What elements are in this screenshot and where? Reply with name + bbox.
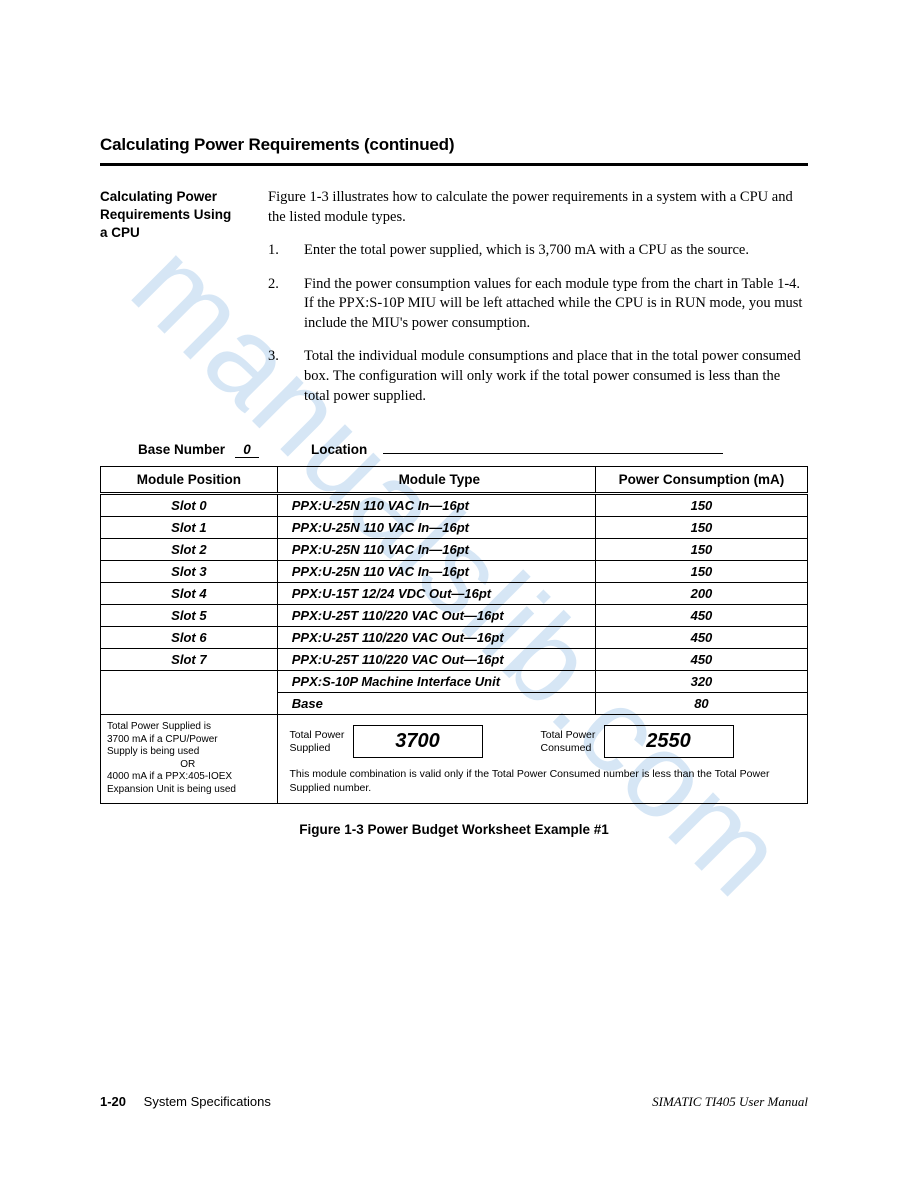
table-row: Slot 1PPX:U-25N 110 VAC In—16pt150 xyxy=(101,517,808,539)
footer-doc-title: SIMATIC TI405 User Manual xyxy=(652,1094,808,1110)
cell-power: 320 xyxy=(595,671,807,693)
note-line: Supply is being used xyxy=(107,746,269,759)
cell-position xyxy=(101,693,278,715)
total-consumed-value: 2550 xyxy=(604,725,734,758)
table-row: Slot 6PPX:U-25T 110/220 VAC Out—16pt450 xyxy=(101,627,808,649)
step-item: 3. Total the individual module consumptio… xyxy=(268,347,808,406)
note-line: Total Power Supplied is xyxy=(107,721,269,734)
base-location-row: Base Number 0 Location xyxy=(100,442,808,458)
step-number: 3. xyxy=(268,347,286,406)
step-number: 2. xyxy=(268,275,286,334)
intro-block: Calculating Power Requirements Using a C… xyxy=(100,188,808,420)
page-footer: 1-20 System Specifications SIMATIC TI405… xyxy=(100,1094,808,1110)
cell-power: 150 xyxy=(595,517,807,539)
cell-type: PPX:U-25N 110 VAC In—16pt xyxy=(277,494,595,517)
supply-note: Total Power Supplied is 3700 mA if a CPU… xyxy=(101,715,278,803)
step-item: 1. Enter the total power supplied, which … xyxy=(268,241,808,261)
header-module-type: Module Type xyxy=(277,467,595,494)
step-number: 1. xyxy=(268,241,286,261)
table-row: Slot 5PPX:U-25T 110/220 VAC Out—16pt450 xyxy=(101,605,808,627)
step-item: 2. Find the power consumption values for … xyxy=(268,275,808,334)
cell-position: Slot 0 xyxy=(101,494,278,517)
footer-left: 1-20 System Specifications xyxy=(100,1094,271,1110)
cell-position: Slot 5 xyxy=(101,605,278,627)
cell-position: Slot 1 xyxy=(101,517,278,539)
table-row: Slot 0PPX:U-25N 110 VAC In—16pt150 xyxy=(101,494,808,517)
steps-list: 1. Enter the total power supplied, which … xyxy=(268,241,808,406)
cell-type: PPX:S-10P Machine Interface Unit xyxy=(277,671,595,693)
note-line: OR xyxy=(107,759,269,772)
totals-row: Total Power Supplied 3700 Total Power Co… xyxy=(290,725,796,758)
cell-power: 450 xyxy=(595,605,807,627)
totals-right: Total Power Supplied 3700 Total Power Co… xyxy=(278,715,808,803)
cell-position: Slot 2 xyxy=(101,539,278,561)
cell-power: 150 xyxy=(595,494,807,517)
location-label: Location xyxy=(311,442,367,457)
footer-section: System Specifications xyxy=(144,1094,271,1109)
cell-position: Slot 4 xyxy=(101,583,278,605)
page-number: 1-20 xyxy=(100,1094,126,1109)
cell-type: PPX:U-25T 110/220 VAC Out—16pt xyxy=(277,627,595,649)
totals-block: Total Power Supplied is 3700 mA if a CPU… xyxy=(100,715,808,804)
table-row: Base80 xyxy=(101,693,808,715)
cell-type: Base xyxy=(277,693,595,715)
figure-caption: Figure 1-3 Power Budget Worksheet Exampl… xyxy=(100,822,808,837)
cell-type: PPX:U-25T 110/220 VAC Out—16pt xyxy=(277,605,595,627)
location-blank-line xyxy=(383,453,723,454)
total-supplied-value: 3700 xyxy=(353,725,483,758)
table-row: Slot 7PPX:U-25T 110/220 VAC Out—16pt450 xyxy=(101,649,808,671)
cell-power: 150 xyxy=(595,539,807,561)
cell-position: Slot 7 xyxy=(101,649,278,671)
base-number-value: 0 xyxy=(235,442,259,458)
table-row: PPX:S-10P Machine Interface Unit320 xyxy=(101,671,808,693)
title-rule xyxy=(100,163,808,166)
page-content: Calculating Power Requirements (continue… xyxy=(100,135,808,837)
page-title: Calculating Power Requirements (continue… xyxy=(100,135,808,155)
cell-type: PPX:U-15T 12/24 VDC Out—16pt xyxy=(277,583,595,605)
table-row: Slot 3PPX:U-25N 110 VAC In—16pt150 xyxy=(101,561,808,583)
cell-type: PPX:U-25N 110 VAC In—16pt xyxy=(277,561,595,583)
sidebar-heading: Calculating Power Requirements Using a C… xyxy=(100,188,240,420)
note-line: 3700 mA if a CPU/Power xyxy=(107,734,269,747)
total-supplied-label: Total Power Supplied xyxy=(290,729,345,754)
cell-position: Slot 3 xyxy=(101,561,278,583)
cell-power: 150 xyxy=(595,561,807,583)
step-text: Find the power consumption values for ea… xyxy=(304,275,808,334)
table-header-row: Module Position Module Type Power Consum… xyxy=(101,467,808,494)
intro-paragraph: Figure 1-3 illustrates how to calculate … xyxy=(268,188,808,227)
header-module-position: Module Position xyxy=(101,467,278,494)
step-text: Total the individual module consumptions… xyxy=(304,347,808,406)
step-text: Enter the total power supplied, which is… xyxy=(304,241,749,261)
intro-body: Figure 1-3 illustrates how to calculate … xyxy=(268,188,808,420)
cell-type: PPX:U-25N 110 VAC In—16pt xyxy=(277,539,595,561)
cell-type: PPX:U-25T 110/220 VAC Out—16pt xyxy=(277,649,595,671)
cell-position xyxy=(101,671,278,693)
cell-power: 450 xyxy=(595,649,807,671)
header-power-consumption: Power Consumption (mA) xyxy=(595,467,807,494)
cell-position: Slot 6 xyxy=(101,627,278,649)
cell-power: 450 xyxy=(595,627,807,649)
table-row: Slot 2PPX:U-25N 110 VAC In—16pt150 xyxy=(101,539,808,561)
module-table: Module Position Module Type Power Consum… xyxy=(100,466,808,715)
note-line: Expansion Unit is being used xyxy=(107,784,269,797)
cell-power: 200 xyxy=(595,583,807,605)
note-line: 4000 mA if a PPX:405-IOEX xyxy=(107,771,269,784)
cell-type: PPX:U-25N 110 VAC In—16pt xyxy=(277,517,595,539)
total-consumed-label: Total Power Consumed xyxy=(541,729,596,754)
cell-power: 80 xyxy=(595,693,807,715)
base-number-label: Base Number xyxy=(138,442,225,457)
validity-note: This module combination is valid only if… xyxy=(290,768,796,795)
table-row: Slot 4PPX:U-15T 12/24 VDC Out—16pt200 xyxy=(101,583,808,605)
